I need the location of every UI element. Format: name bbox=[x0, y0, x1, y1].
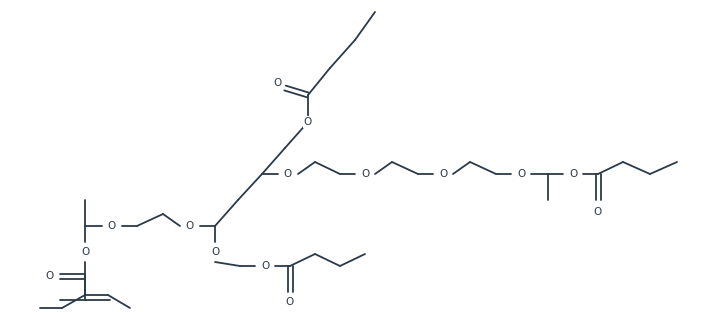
Text: O: O bbox=[81, 247, 89, 257]
Text: O: O bbox=[273, 78, 281, 88]
Text: O: O bbox=[304, 117, 312, 127]
Text: O: O bbox=[261, 261, 269, 271]
Text: O: O bbox=[211, 247, 219, 257]
Text: O: O bbox=[46, 271, 54, 281]
Text: O: O bbox=[286, 297, 294, 307]
Text: O: O bbox=[108, 221, 116, 231]
Text: O: O bbox=[439, 169, 447, 179]
Text: O: O bbox=[517, 169, 525, 179]
Text: O: O bbox=[284, 169, 292, 179]
Text: O: O bbox=[361, 169, 369, 179]
Text: O: O bbox=[186, 221, 194, 231]
Text: O: O bbox=[594, 207, 602, 217]
Text: O: O bbox=[569, 169, 577, 179]
